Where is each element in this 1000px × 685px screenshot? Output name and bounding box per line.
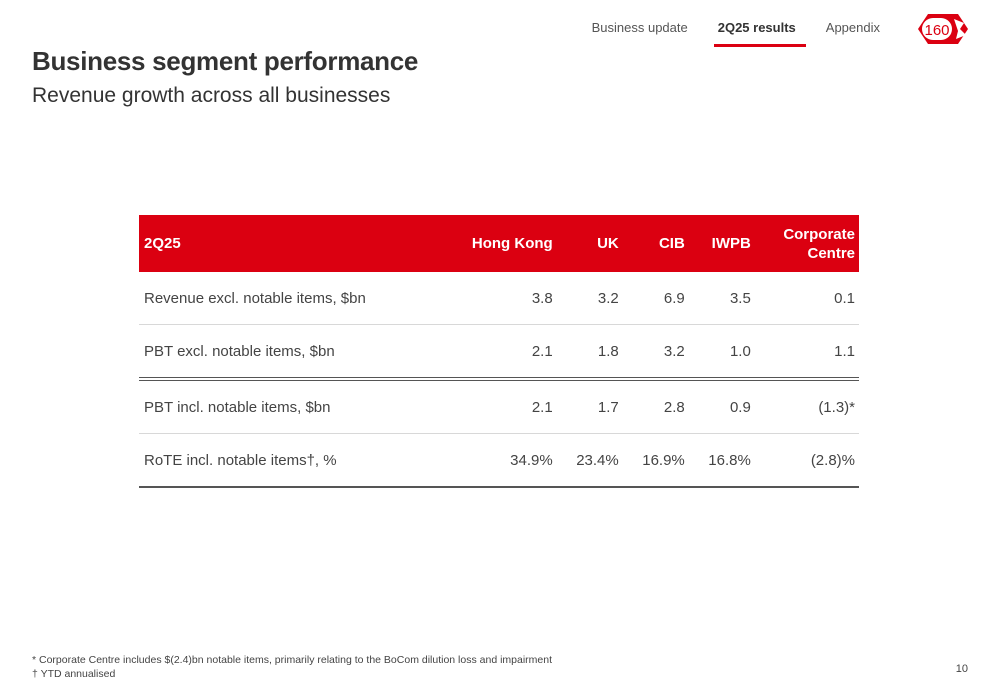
row-label: PBT incl. notable items, $bn	[139, 379, 441, 434]
col-header-corporate-centre: Corporate Centre	[754, 215, 859, 272]
footnote-corporate-centre: * Corporate Centre includes $(2.4)bn not…	[32, 654, 553, 666]
cell: (2.8)%	[754, 433, 859, 488]
cell: 3.8	[440, 272, 557, 325]
cell: 1.1	[754, 324, 859, 381]
cell: 0.9	[688, 379, 755, 434]
cell: 1.8	[556, 324, 623, 381]
footnotes: * Corporate Centre includes $(2.4)bn not…	[32, 653, 552, 681]
tab-business-update[interactable]: Business update	[591, 20, 688, 35]
table-row: PBT incl. notable items, $bn 2.1 1.7 2.8…	[139, 379, 859, 434]
cell: 23.4%	[556, 433, 623, 488]
page-subtitle: Revenue growth across all businesses	[32, 84, 391, 107]
hsbc-160-logo: 160	[914, 11, 972, 47]
cell: 6.9	[622, 272, 689, 325]
row-label: RoTE incl. notable items†, %	[139, 433, 441, 488]
cell: 16.9%	[622, 433, 689, 488]
table-header-row: 2Q25 Hong Kong UK CIB IWPB Corporate Cen…	[139, 215, 859, 272]
col-header-period: 2Q25	[139, 215, 441, 272]
row-label: Revenue excl. notable items, $bn	[139, 272, 441, 325]
cell: 34.9%	[440, 433, 557, 488]
page-title: Business segment performance	[32, 46, 419, 76]
footnote-ytd: † YTD annualised	[32, 668, 116, 680]
cell: 2.8	[622, 379, 689, 434]
page-number: 10	[955, 663, 968, 675]
cell: 2.1	[440, 379, 557, 434]
cell: 1.0	[688, 324, 755, 381]
table-row: Revenue excl. notable items, $bn 3.8 3.2…	[139, 272, 859, 325]
col-header-uk: UK	[556, 215, 623, 272]
row-label: PBT excl. notable items, $bn	[139, 324, 441, 381]
tab-2q25-results[interactable]: 2Q25 results	[713, 19, 806, 47]
col-header-cib: CIB	[622, 215, 689, 272]
cell: 1.7	[556, 379, 623, 434]
cell: 2.1	[440, 324, 557, 381]
cell: 0.1	[754, 272, 859, 325]
table-row: PBT excl. notable items, $bn 2.1 1.8 3.2…	[139, 324, 859, 381]
segment-table: 2Q25 Hong Kong UK CIB IWPB Corporate Cen…	[139, 215, 859, 488]
top-nav: Business update 2Q25 results Appendix	[562, 19, 880, 47]
col-header-iwpb: IWPB	[688, 215, 755, 272]
cell: 3.2	[556, 272, 623, 325]
logo-text: 160	[924, 22, 949, 39]
cell: 3.2	[622, 324, 689, 381]
tab-appendix[interactable]: Appendix	[825, 20, 880, 35]
cell: 3.5	[688, 272, 755, 325]
col-header-hong-kong: Hong Kong	[440, 215, 557, 272]
cell: 16.8%	[688, 433, 755, 488]
cell: (1.3)*	[754, 379, 859, 434]
table-row: RoTE incl. notable items†, % 34.9% 23.4%…	[139, 433, 859, 488]
